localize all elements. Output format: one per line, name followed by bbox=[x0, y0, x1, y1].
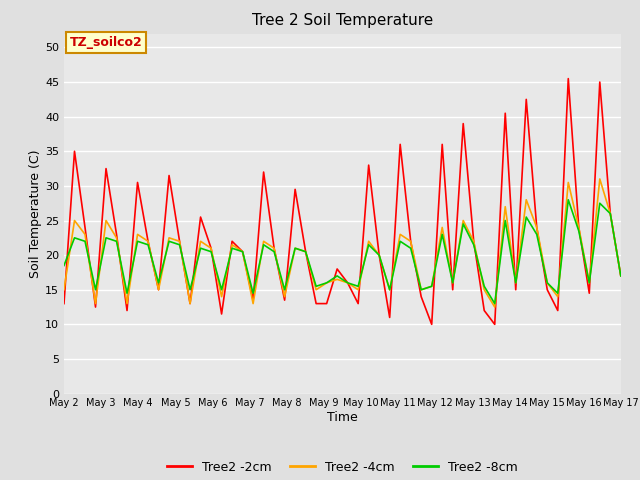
Y-axis label: Soil Temperature (C): Soil Temperature (C) bbox=[29, 149, 42, 278]
Legend: Tree2 -2cm, Tree2 -4cm, Tree2 -8cm: Tree2 -2cm, Tree2 -4cm, Tree2 -8cm bbox=[162, 456, 523, 479]
Text: TZ_soilco2: TZ_soilco2 bbox=[70, 36, 142, 49]
Title: Tree 2 Soil Temperature: Tree 2 Soil Temperature bbox=[252, 13, 433, 28]
X-axis label: Time: Time bbox=[327, 411, 358, 424]
